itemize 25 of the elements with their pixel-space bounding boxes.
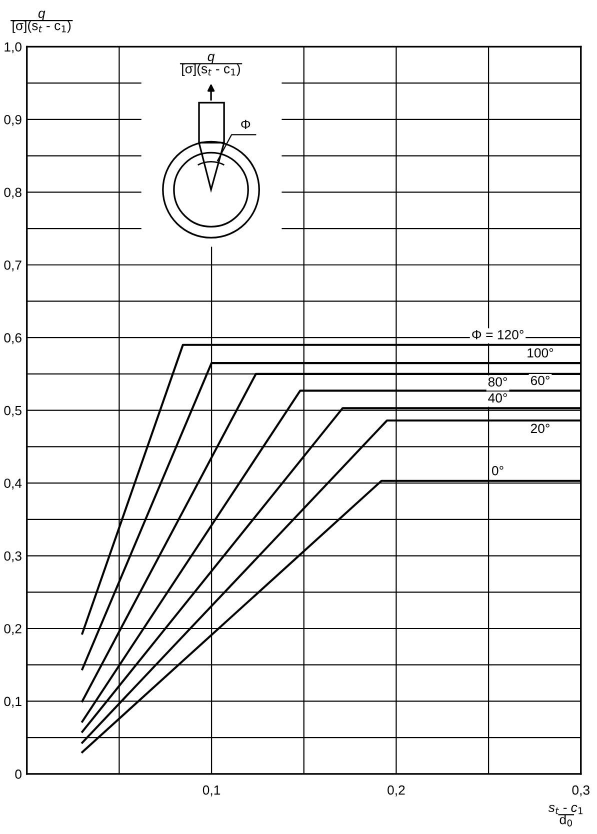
y-tick-label: 0,5 <box>4 406 22 417</box>
y-tick-label: 0 <box>15 770 22 779</box>
x-tick-label: 0,2 <box>388 785 405 796</box>
y-tick-label: 0,2 <box>4 624 22 635</box>
series-label: 80° <box>488 377 507 387</box>
x-tick-label: 0,3 <box>572 785 590 796</box>
series-label: 40° <box>488 393 507 403</box>
y-tick-label: 0,4 <box>4 478 22 490</box>
series-label: 0° <box>492 466 504 476</box>
series-label: 20° <box>530 424 550 434</box>
x-tick-label: 0,1 <box>202 785 220 796</box>
series-label: 60° <box>530 376 550 386</box>
y-tick-label: 0,6 <box>4 333 22 344</box>
y-tick-label: 0,9 <box>4 114 22 126</box>
annotation: Φ <box>241 120 250 130</box>
y-axis-title: q [σ](s$_{t}$ - c$_{1}$) <box>12 10 71 33</box>
y-tick-label: 1,0 <box>4 42 22 54</box>
y-tick-label: 0,1 <box>4 696 22 708</box>
annotation: q [σ](s$_{t}$ - c$_{1}$) <box>182 54 240 76</box>
series-label: 100° <box>528 348 554 358</box>
y-tick-label: 0,8 <box>4 188 22 199</box>
series-label: Φ = 120° <box>472 330 524 340</box>
y-tick-label: 0,3 <box>4 551 22 562</box>
y-tick-label: 0,7 <box>4 260 22 272</box>
text: s$_{t}$ - c$_{1}$ d$_{0}$ <box>548 804 583 826</box>
